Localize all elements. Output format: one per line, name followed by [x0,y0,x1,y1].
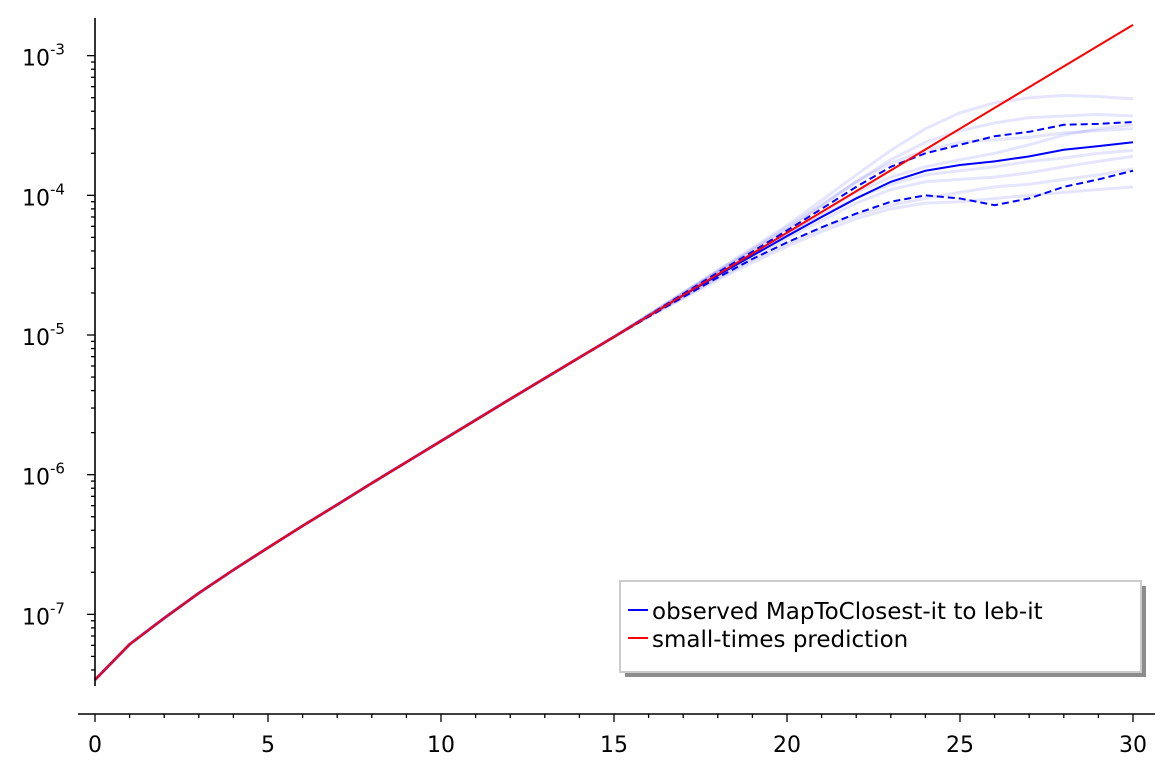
x-tick-label: 20 [773,733,801,758]
y-tick-label: 10-4 [22,180,65,211]
x-tick-label: 10 [427,733,455,758]
legend-label-prediction: small-times prediction [652,627,908,653]
x-tick-label: 30 [1119,733,1147,758]
y-tick-label: 10-7 [22,599,65,630]
series-lines [94,24,1134,681]
y-tick-label: 10-6 [22,460,65,491]
legend-label-observed: observed MapToClosest-it to leb-it [652,599,1043,625]
y-tick-label: 10-5 [22,320,65,351]
dashed-band-line-3 [94,169,1134,681]
y-axis-ticks: 10-7 10-6 10-5 10-4 10-3 [22,41,95,671]
x-axis-ticks: 0 5 10 15 20 25 30 [88,714,1147,758]
series-line-0 [94,24,1134,681]
x-tick-label: 25 [946,733,974,758]
x-tick-label: 5 [261,733,275,758]
x-tick-label: 0 [88,733,102,758]
y-tick-label: 10-3 [22,41,65,72]
legend: observed MapToClosest-it to leb-it small… [619,580,1146,677]
legend-box [619,580,1142,673]
x-tick-label: 15 [600,733,628,758]
